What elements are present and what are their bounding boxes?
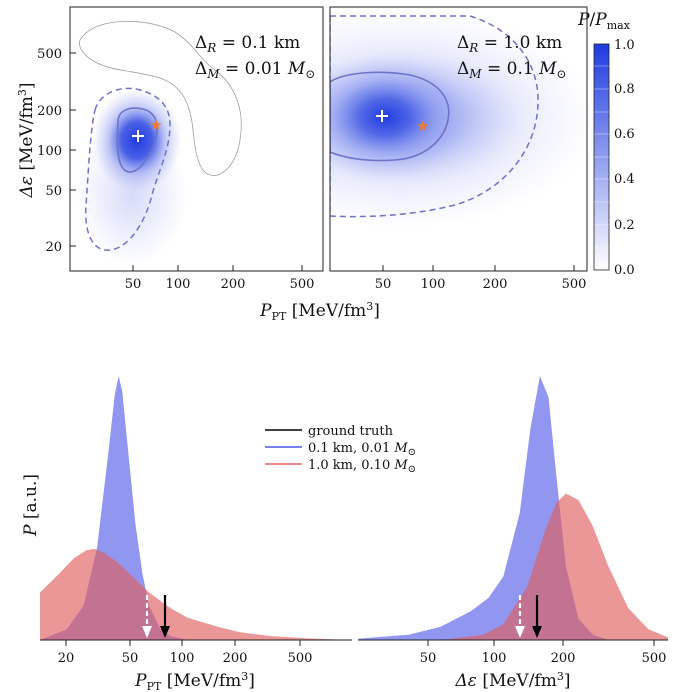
dashed-contour-right — [330, 15, 539, 218]
colorbar-ticks: 0.0 0.2 0.4 0.6 0.8 1.0 — [614, 38, 635, 278]
solid-contour-left — [116, 107, 158, 173]
dashed-contour-left — [84, 87, 171, 251]
density-panel-right: 50 100 200 500 Δε [MeV/fm3] — [358, 376, 668, 691]
x-axis-bottom-left: 20 50 100 200 500 — [58, 640, 313, 666]
legend: ground truth 0.1 km, 0.01 M⊙ 1.0 km, 0.1… — [265, 424, 416, 475]
area-series-1.0km — [358, 493, 668, 640]
max-marker-right — [376, 110, 388, 122]
x-axis-left: 50 100 200 500 — [125, 265, 315, 292]
svg-text:200: 200 — [483, 277, 508, 292]
svg-text:0.8: 0.8 — [614, 82, 635, 97]
svg-text:100: 100 — [421, 277, 446, 292]
svg-text:0.0: 0.0 — [614, 263, 635, 278]
svg-text:0.2: 0.2 — [614, 218, 635, 233]
svg-text:20: 20 — [58, 651, 75, 666]
axes-frame-left — [69, 6, 324, 272]
x-axis-label-bottom-left: PPT [MeV/fm3] — [134, 670, 255, 692]
legend-label-blue: 0.1 km, 0.01 M⊙ — [308, 441, 416, 458]
x-axis-label-top: PPT [MeV/fm3] — [259, 300, 380, 323]
axes-frame-right — [329, 6, 588, 272]
y-tick-label: 500 — [37, 47, 62, 62]
svg-text:ΔM = 0.1 M⊙: ΔM = 0.1 M⊙ — [457, 59, 567, 81]
svg-text:0.6: 0.6 — [614, 127, 635, 142]
svg-text:500: 500 — [642, 651, 667, 666]
y-tick-label: 50 — [45, 184, 62, 199]
legend-label-truth: ground truth — [308, 424, 394, 439]
svg-text:50: 50 — [375, 277, 392, 292]
colorbar-bands — [594, 65, 609, 249]
heatmap-panel-right: ★ ΔR = 1.0 km ΔM = 0.1 M⊙ 50 100 200 500… — [259, 6, 588, 323]
svg-text:100: 100 — [170, 651, 195, 666]
x-axis-right-top: 50 100 200 500 — [375, 265, 587, 292]
svg-text:50: 50 — [122, 651, 139, 666]
svg-text:100: 100 — [166, 277, 191, 292]
svg-text:100: 100 — [482, 651, 507, 666]
max-marker-left — [132, 130, 144, 142]
svg-text:500: 500 — [290, 277, 315, 292]
svg-text:1.0: 1.0 — [614, 38, 635, 53]
y-axis-left: 20 50 100 200 500 Δε [MeV/fm3] — [16, 47, 76, 255]
solid-contour-right — [330, 71, 450, 162]
legend-label-red: 1.0 km, 0.10 M⊙ — [308, 458, 416, 475]
y-axis-label-top: Δε [MeV/fm3] — [16, 83, 37, 199]
svg-text:0.4: 0.4 — [614, 172, 635, 187]
area-series-0.1km — [358, 376, 668, 640]
density-panel-left: 20 50 100 200 500 PPT [MeV/fm3] P [a.u.] — [21, 376, 352, 692]
svg-text:50: 50 — [420, 651, 437, 666]
svg-text:500: 500 — [562, 277, 587, 292]
y-tick-label: 20 — [45, 240, 62, 255]
svg-text:200: 200 — [221, 277, 246, 292]
truth-star-left: ★ — [149, 116, 162, 134]
truth-arrow-left — [160, 595, 170, 638]
svg-text:ΔR = 0.1 km: ΔR = 0.1 km — [195, 33, 300, 55]
x-axis-bottom-right: 50 100 200 500 — [420, 640, 667, 666]
heatmap-panel-left: ★ ΔR = 0.1 km ΔM = 0.01 M⊙ 20 50 100 200… — [16, 6, 324, 292]
svg-text:500: 500 — [288, 651, 313, 666]
svg-text:ΔM = 0.01 M⊙: ΔM = 0.01 M⊙ — [195, 59, 315, 81]
svg-text:ΔR = 1.0 km: ΔR = 1.0 km — [457, 33, 562, 55]
annotation-right: ΔR = 1.0 km ΔM = 0.1 M⊙ — [457, 33, 567, 81]
max-arrow-left — [142, 595, 152, 638]
colorbar-label: P/Pmax — [577, 10, 631, 32]
annotation-left: ΔR = 0.1 km ΔM = 0.01 M⊙ — [195, 33, 315, 81]
y-tick-label: 200 — [37, 104, 62, 119]
y-tick-label: 100 — [37, 144, 62, 159]
area-series-1.0km — [40, 548, 352, 640]
truth-star-right: ★ — [416, 117, 429, 135]
svg-text:50: 50 — [125, 277, 142, 292]
max-arrow-right — [515, 595, 525, 638]
svg-text:200: 200 — [551, 651, 576, 666]
x-axis-label-bottom-right: Δε [MeV/fm3] — [455, 670, 571, 691]
y-axis-label-bottom: P [a.u.] — [21, 474, 41, 537]
truth-arrow-right — [532, 595, 542, 638]
outer-contour-left — [79, 20, 242, 176]
svg-text:200: 200 — [223, 651, 248, 666]
